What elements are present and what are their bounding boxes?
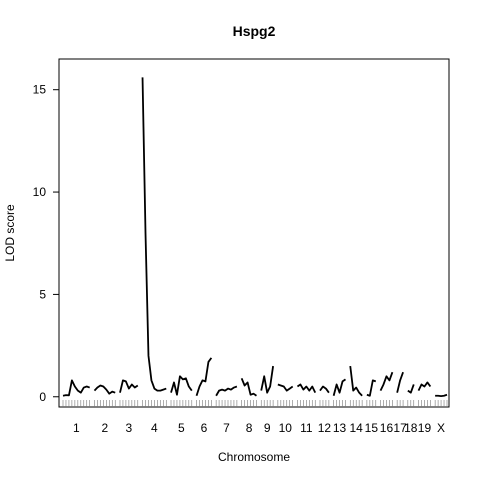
chromosome-label: 14	[350, 421, 364, 435]
lod-curve-chr-14	[349, 365, 363, 397]
chromosome-label: 5	[178, 421, 185, 435]
lod-curve-chr-10	[277, 383, 294, 392]
chromosome-label: 4	[151, 421, 158, 435]
lod-curve-chr-8	[240, 377, 257, 397]
y-tick-label: 0	[39, 390, 46, 404]
chromosome-label: 19	[418, 421, 432, 435]
lod-curve-chr-3	[119, 379, 139, 393]
chromosome-label: 16	[380, 421, 394, 435]
chromosome-label: 12	[318, 421, 332, 435]
lod-curve-chr-5	[170, 375, 193, 396]
lod-curve-chr-19	[417, 381, 432, 392]
y-axis: 0 5 10 15	[33, 83, 60, 404]
chromosome-label: X	[437, 421, 445, 435]
chromosome-label: 1	[73, 421, 80, 435]
y-tick-label: 15	[33, 83, 47, 97]
lod-curve-chr-16	[379, 371, 394, 392]
chromosome-label: 15	[365, 421, 379, 435]
plot-frame	[58, 58, 450, 408]
chromosome-label: 11	[300, 421, 313, 435]
chromosome-label: 7	[223, 421, 230, 435]
chromosome-label: 8	[246, 421, 253, 435]
lod-curve-chr-13	[332, 378, 347, 396]
lod-curve-chr-15	[366, 379, 377, 397]
x-axis-label: Chromosome	[218, 450, 290, 464]
lod-curve-chr-12	[319, 385, 330, 394]
lod-curve-chr-11	[296, 383, 317, 394]
lod-curve-chr-7	[215, 385, 238, 397]
lod-curve-chr-18	[407, 384, 415, 394]
chromosome-label: 6	[201, 421, 208, 435]
chromosome-label: 3	[126, 421, 133, 435]
lod-curve-chr-6	[195, 357, 213, 397]
chromosome-label: 2	[101, 421, 108, 435]
lod-curve-chr-4	[141, 77, 167, 392]
chart-title: Hspg2	[233, 23, 276, 39]
lod-curve-chr-17	[396, 371, 404, 393]
lod-curve-chr-2	[93, 384, 116, 395]
chromosome-label: 18	[404, 421, 418, 435]
lod-curve-chr-X	[435, 393, 448, 398]
chromosome-label: 10	[279, 421, 293, 435]
y-tick-label: 5	[39, 287, 46, 301]
lod-series	[62, 77, 448, 398]
chromosome-label: 9	[264, 421, 271, 435]
y-axis-label: LOD score	[3, 204, 17, 262]
lod-curve-chr-9	[260, 365, 274, 394]
chromosome-label: 17	[393, 421, 407, 435]
y-tick-label: 10	[33, 185, 47, 199]
lod-curve-chr-1	[62, 379, 91, 397]
chromosome-label: 13	[333, 421, 347, 435]
